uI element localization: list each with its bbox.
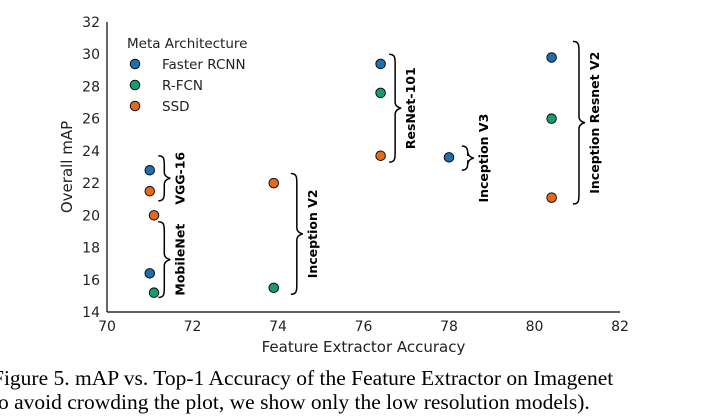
x-tick-label: 70 — [98, 319, 116, 335]
annotation-label: Inception Resnet V2 — [587, 52, 602, 194]
data-point — [375, 150, 386, 161]
y-tick-label: 32 — [82, 15, 100, 31]
data-point — [148, 210, 160, 221]
annotation-label: ResNet-101 — [403, 67, 418, 149]
annotation-brace — [290, 172, 303, 296]
y-tick-label: 30 — [82, 47, 100, 63]
legend-entry: SSD — [162, 99, 190, 115]
x-tick-label: 80 — [526, 319, 544, 335]
data-point — [375, 87, 386, 99]
legend-entry: R-FCN — [162, 78, 203, 94]
caption-line-1: Figure 5. mAP vs. Top-1 Accuracy of the … — [0, 366, 614, 390]
annotation-brace — [158, 154, 171, 202]
data-point — [443, 152, 455, 163]
data-point — [268, 177, 279, 189]
y-axis-label: Overall mAP — [58, 121, 76, 213]
data-point — [144, 164, 155, 176]
x-tick-label: 72 — [184, 319, 202, 335]
y-tick-label: 20 — [82, 208, 100, 224]
annotation-brace — [158, 221, 171, 299]
x-tick-label: 74 — [269, 319, 287, 335]
y-tick-label: 26 — [82, 112, 100, 128]
y-tick-label: 14 — [82, 305, 100, 321]
annotation-label: Inception V3 — [476, 114, 491, 203]
legend-marker — [129, 100, 141, 112]
legend-title: Meta Architecture — [127, 36, 247, 52]
y-tick-label: 16 — [82, 273, 100, 289]
x-tick-label: 76 — [355, 319, 373, 335]
legend-marker — [129, 58, 141, 70]
x-tick-label: 82 — [611, 319, 629, 335]
data-point — [144, 185, 155, 197]
data-point — [268, 282, 279, 294]
annotation-label: Inception V2 — [305, 189, 320, 278]
y-tick-label: 18 — [82, 241, 100, 257]
x-tick-label: 78 — [440, 319, 458, 335]
legend-marker — [129, 79, 141, 91]
annotation-label: VGG-16 — [172, 152, 187, 205]
data-point — [546, 52, 557, 63]
x-axis-label: Feature Extractor Accuracy — [262, 338, 466, 356]
legend-entry: Faster RCNN — [162, 57, 246, 73]
y-tick-label: 28 — [82, 79, 100, 95]
data-point — [546, 113, 557, 124]
annotation-label: MobileNet — [172, 224, 187, 296]
data-point — [546, 192, 557, 203]
data-point — [375, 58, 386, 70]
y-tick-label: 24 — [82, 144, 100, 160]
annotation-brace — [572, 40, 586, 205]
y-tick-label: 22 — [82, 176, 100, 192]
data-point — [144, 268, 155, 279]
annotation-brace — [389, 53, 402, 163]
figure-caption: Figure 5. mAP vs. Top-1 Accuracy of the … — [0, 366, 702, 414]
annotation-brace — [461, 145, 474, 171]
caption-line-2: to avoid crowding the plot, we show only… — [0, 390, 590, 414]
scatter-chart: 70 72 74 76 78 80 82 14 16 18 20 22 24 26 28 30 32 Featur… — [58, 15, 629, 356]
data-point — [148, 287, 160, 298]
